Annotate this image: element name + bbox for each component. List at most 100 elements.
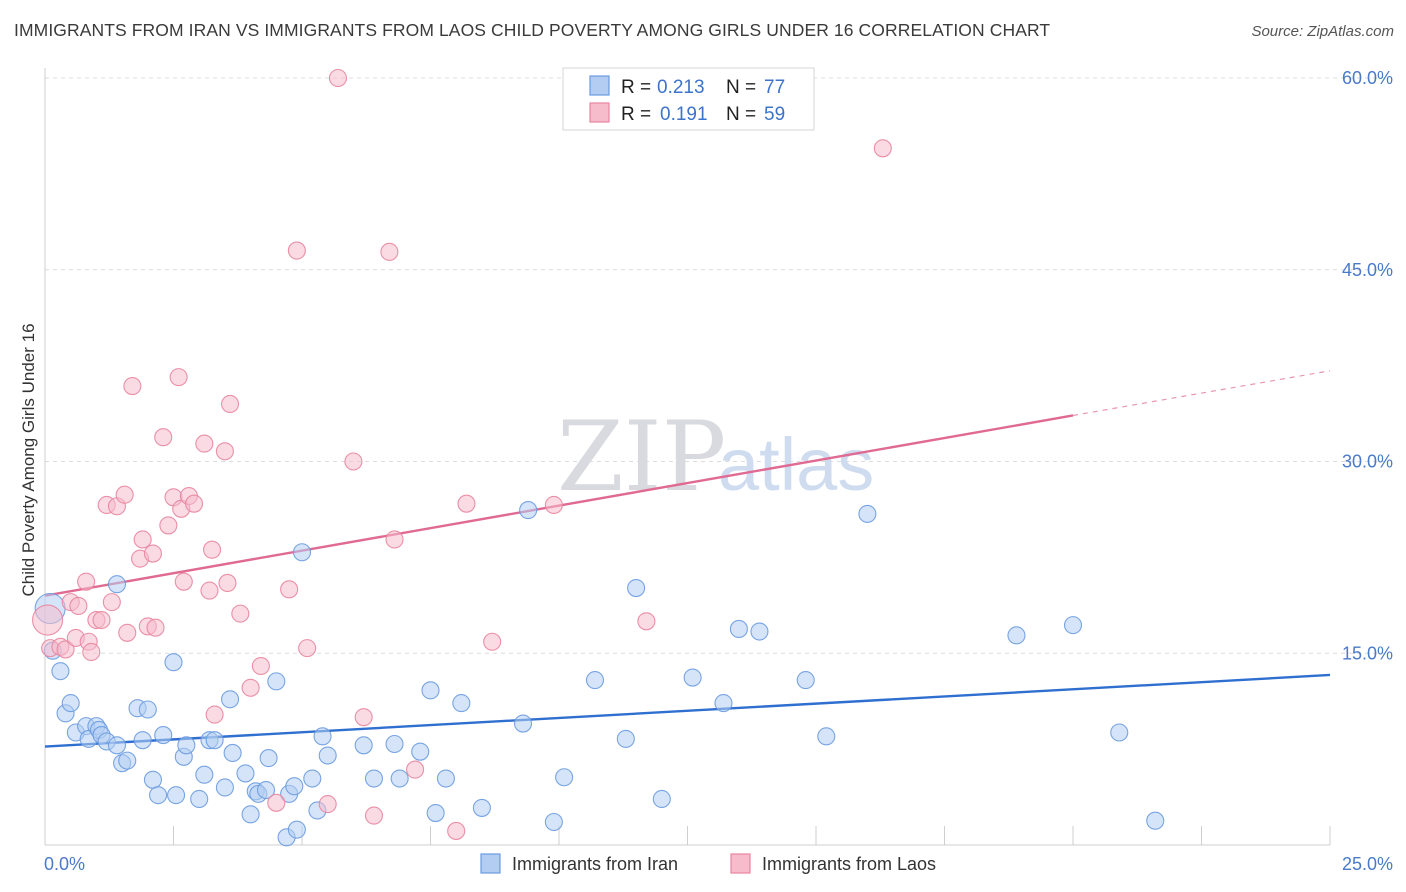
legend-r-value-laos: 0.191 [660,104,708,125]
data-point-iran [513,714,533,733]
data-point-laos [231,604,250,623]
data-point-laos [123,377,142,396]
data-point-iran [190,789,209,809]
data-point-laos [318,795,337,814]
legend-n-value-laos: 59 [764,104,785,125]
data-point-iran [177,736,196,755]
trend-line-laos-extension [1072,370,1331,417]
chart-title: IMMIGRANTS FROM IRAN VS IMMIGRANTS FROM … [14,20,1051,40]
data-point-laos [143,544,162,563]
data-point-iran [652,789,671,809]
data-point-laos [218,573,237,592]
x-tick-label-max: 25.0% [1342,854,1393,874]
y-axis-label: Child Poverty Among Girls Under 16 [19,323,38,596]
data-point-laos [77,572,96,591]
data-point-laos [169,368,188,387]
legend-n-label-laos: N = [726,104,756,125]
data-point-laos [154,428,173,447]
data-point-iran [318,746,337,765]
data-point-iran [133,731,152,750]
data-point-laos [82,642,101,662]
data-point-laos [873,139,892,158]
data-point-laos [220,394,240,414]
data-point-laos [115,485,134,504]
source-attribution: Source: ZipAtlas.com [1251,23,1394,40]
data-point-laos [280,580,299,599]
gridlines [45,77,1385,654]
y-tick-label: 15.0% [1342,643,1393,663]
data-point-iran [167,786,186,805]
data-point-laos [203,540,222,559]
data-point-iran [164,653,183,672]
legend-n-label-iran: N = [726,77,756,98]
bottom-legend-label-laos: Immigrants from Laos [762,854,936,874]
data-point-laos [133,530,152,549]
data-point-iran [627,579,646,598]
data-point-iran [1063,616,1083,635]
data-point-laos [200,581,219,600]
data-point-iran [1146,811,1165,830]
y-tick-label: 30.0% [1342,452,1393,472]
data-point-iran [51,662,70,681]
data-point-iran [817,727,836,746]
bottom-legend-label-iran: Immigrants from Iran [512,854,678,874]
data-point-laos [205,705,224,724]
watermark: ZIP atlas [557,401,874,513]
data-point-iran [118,751,137,770]
data-point-iran [385,734,404,754]
data-point-iran [555,768,574,787]
data-point-laos [483,632,502,651]
data-point-iran [421,681,440,700]
data-point-iran [544,812,563,832]
data-point-iran [285,777,304,796]
watermark-zip: ZIP [557,401,726,513]
tick-labels: 15.0% 30.0% 45.0% 60.0% 0.0% 25.0% [44,68,1393,874]
bottom-legend-swatch-iran [480,853,501,874]
data-point-laos [56,640,75,659]
data-point-laos [241,678,260,697]
data-point-laos [385,530,404,549]
y-tick-label: 45.0% [1342,260,1393,280]
data-point-iran [107,736,127,755]
data-point-laos [195,434,214,453]
data-point-laos [251,656,270,676]
data-point-laos [32,604,64,636]
data-point-laos [69,596,88,616]
data-point-iran [616,729,635,748]
data-point-iran [1007,626,1026,645]
data-point-iran [154,726,173,745]
data-point-iran [195,765,214,784]
data-point-laos [267,793,286,812]
y-tick-label: 60.0% [1342,68,1393,88]
data-point-iran [313,727,332,746]
data-point-iran [223,743,242,763]
data-point-laos [544,495,563,515]
data-point-iran [452,694,471,713]
data-point-laos [364,806,384,825]
data-point-laos [92,610,111,630]
data-point-iran [267,672,286,691]
data-point-iran [287,820,306,839]
data-point-laos [328,68,348,88]
data-point-iran [236,764,255,783]
data-point-laos [215,442,234,461]
legend-box: R = 0.213 N = 77 R = 0.191 N = 59 [562,67,815,131]
data-point-iran [729,619,748,639]
data-point-laos [354,708,373,727]
data-point-laos [457,494,476,513]
data-point-laos [637,612,656,631]
data-point-iran [750,622,769,641]
data-point-iran [149,786,168,805]
legend-n-value-iran: 77 [764,77,785,98]
legend-r-label-laos: R = [621,104,651,125]
data-point-iran [390,769,409,788]
data-point-iran [259,749,278,768]
data-point-laos [447,821,466,840]
data-point-iran [426,803,445,823]
data-point-iran [683,668,702,687]
x-tick-label-min: 0.0% [44,854,85,874]
data-point-iran [364,769,384,788]
data-point-iran [256,780,276,800]
legend-swatch-laos [589,102,610,123]
